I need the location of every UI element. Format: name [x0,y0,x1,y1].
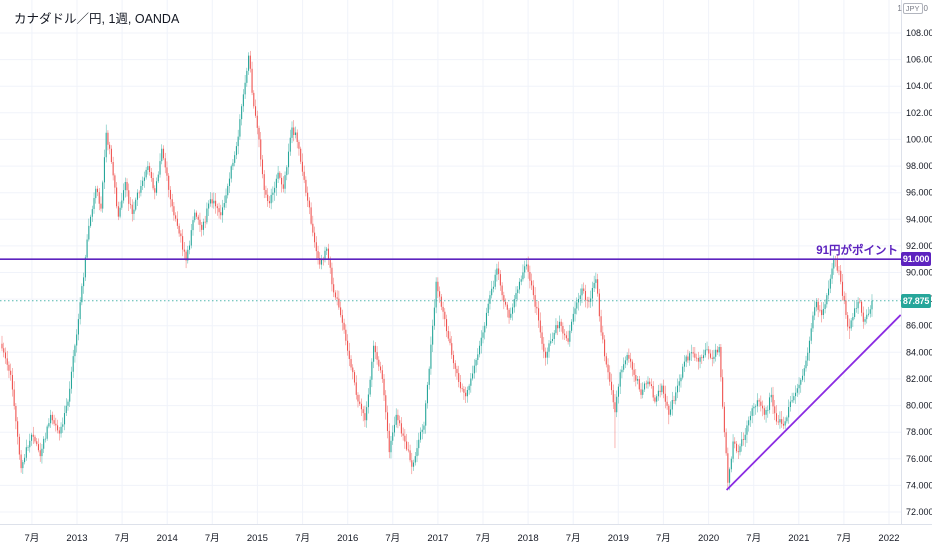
price-tick-label: 80.000 [906,401,932,411]
time-tick-label: 7月 [837,533,852,544]
time-tick-label: 7月 [566,533,581,544]
price-tick-label: 100.000 [906,134,932,144]
price-tick-label: 84.000 [906,347,932,357]
gridlines [0,0,901,524]
down-candle-bodies [1,55,864,483]
price-tick-label: 98.000 [906,161,932,171]
time-tick-label: 2017 [427,533,448,544]
candles [1,50,873,491]
time-tick-label: 2013 [66,533,87,544]
time-tick-label: 2018 [518,533,539,544]
symbol-title[interactable]: カナダドル／円, 1週, OANDA [14,12,180,26]
up-candle-bodies [22,55,873,483]
trendline[interactable] [725,314,901,491]
price-tick-label: 82.000 [906,374,932,384]
price-tick-label: 102.000 [906,108,932,118]
time-tick-label: 2020 [698,533,719,544]
down-candle-wicks [1,50,864,489]
time-tick-label: 7月 [656,533,671,544]
price-tick-label: 76.000 [906,454,932,464]
drawing-overlays[interactable] [0,258,901,491]
price-tick-label: 104.000 [906,81,932,91]
time-tick-label: 2015 [247,533,268,544]
currency-label: JPY [902,3,923,14]
time-axis[interactable] [0,525,932,550]
time-tick-label: 7月 [746,533,761,544]
price-tick-label: 78.000 [906,427,932,437]
currency-unit-chip: 1 JPY 0 [897,3,928,14]
time-tick-label: 2016 [337,533,358,544]
time-tick-label: 2022 [878,533,899,544]
unit-suffix: 0 [923,4,928,13]
price-tick-label: 106.000 [906,55,932,65]
price-tick-label: 72.000 [906,507,932,517]
time-tick-label: 2019 [608,533,629,544]
price-tick-label: 86.000 [906,321,932,331]
time-tick-label: 7月 [205,533,220,544]
time-tick-label: 7月 [295,533,310,544]
price-tick-label: 92.000 [906,241,932,251]
time-tick-label: 7月 [385,533,400,544]
time-tick-label: 7月 [25,533,40,544]
time-tick-label: 2014 [157,533,178,544]
unit-prefix: 1 [897,4,902,13]
up-candle-wicks [22,52,873,491]
price-tick-label: 108.000 [906,28,932,38]
level-price-badge: 91.000 [901,252,931,267]
price-level-annotation[interactable]: 91円がポイント [816,245,898,258]
price-tick-label: 96.000 [906,188,932,198]
price-tick-label: 74.000 [906,480,932,490]
time-tick-label: 2021 [788,533,809,544]
price-tick-label: 94.000 [906,214,932,224]
price-tick-label: 90.000 [906,268,932,278]
last-price-badge: 87.875 [901,293,931,308]
time-tick-label: 7月 [476,533,491,544]
time-tick-label: 7月 [115,533,130,544]
